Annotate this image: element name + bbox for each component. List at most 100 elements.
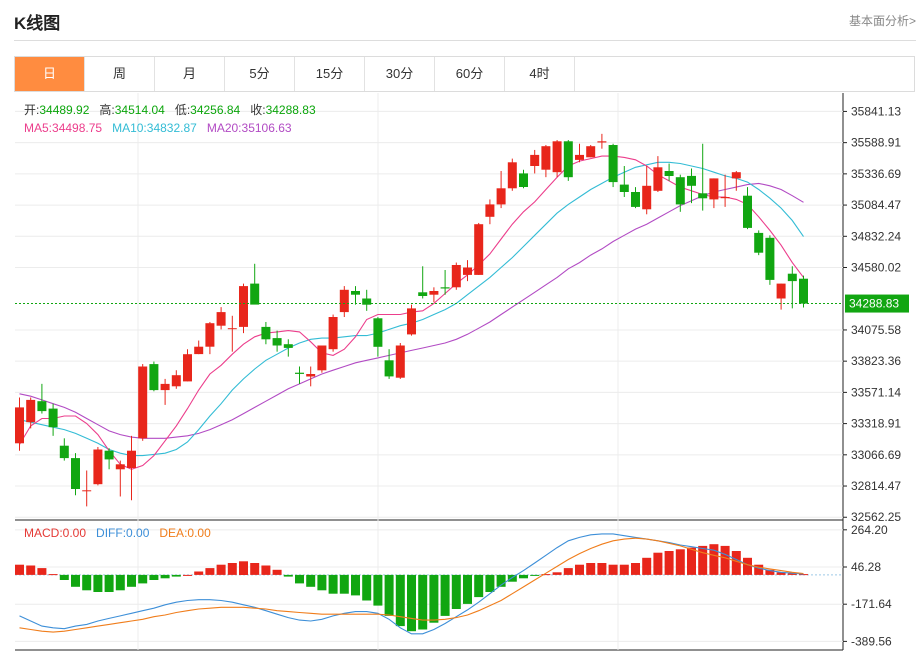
fundamental-analysis-link[interactable]: 基本面分析> (848, 14, 916, 28)
candle-body (283, 344, 293, 348)
y-tick-label: 33823.36 (851, 354, 901, 368)
macd-histogram-bar (306, 574, 316, 587)
candle-body (507, 162, 517, 189)
tab-30min[interactable]: 30分 (365, 57, 435, 91)
y-tick-label: 32562.25 (851, 510, 901, 524)
tab-month[interactable]: 月 (155, 57, 225, 91)
macd-histogram-bar (339, 574, 349, 594)
macd-histogram-bar (608, 564, 618, 575)
ma-legend: MA10:34832.87 (112, 121, 197, 135)
macd-histogram-bar (37, 568, 47, 575)
period-tabs: 日 周 月 5分 15分 30分 60分 4时 (14, 56, 915, 92)
macd-histogram-bar (731, 551, 741, 575)
candle-body (227, 328, 237, 330)
header-divider (14, 40, 916, 41)
candle-body (71, 458, 80, 489)
candle-body (216, 312, 226, 326)
macd-histogram-bar (653, 552, 663, 575)
macd-histogram-bar (675, 549, 685, 575)
candle-body (194, 346, 204, 355)
macd-histogram-bar (463, 574, 472, 604)
candle-body (687, 175, 696, 186)
macd-histogram-bar (765, 569, 775, 575)
macd-y-tick-label: -389.56 (851, 634, 892, 648)
candle-body (664, 171, 674, 176)
candle-body (239, 286, 248, 327)
macd-histogram-bar (239, 561, 248, 575)
tab-5min[interactable]: 5分 (225, 57, 295, 91)
macd-histogram-bar (127, 574, 136, 587)
macd-histogram-bar (362, 574, 372, 601)
candle-body (653, 167, 663, 191)
y-tick-label: 35588.91 (851, 136, 901, 150)
candle-body (15, 407, 24, 444)
macd-histogram-bar (709, 544, 719, 575)
candle-body (306, 374, 316, 377)
macd-histogram-bar (429, 574, 439, 623)
diff-line (19, 533, 804, 635)
y-tick-label: 35336.69 (851, 167, 901, 181)
candle-body (519, 173, 528, 187)
ohlc-legend: 低:34256.84 (175, 103, 241, 117)
candlestick-series (15, 133, 843, 507)
candle-body (395, 345, 405, 378)
candle-body (261, 326, 271, 340)
candle-body (160, 383, 170, 391)
candle-body (463, 267, 472, 275)
tab-15min[interactable]: 15分 (295, 57, 365, 91)
macd-histogram-bar (418, 574, 428, 630)
last-price-box (845, 294, 909, 313)
macd-y-tick-label: -171.64 (851, 597, 892, 611)
candle-body (799, 278, 808, 304)
macd-histogram-bar (138, 574, 148, 584)
y-tick-label: 32814.47 (851, 479, 901, 493)
candle-body (575, 154, 584, 160)
macd-histogram-bar (664, 551, 674, 575)
macd-histogram-bar (754, 564, 764, 575)
candle-body (563, 141, 573, 178)
macd-histogram-bar (71, 574, 80, 587)
macd-histogram-bar (631, 563, 640, 575)
candle-body (754, 232, 764, 253)
candle-body (418, 292, 428, 296)
macd-histogram-bar (687, 547, 696, 575)
ohlc-legend: 开:34489.92 (24, 103, 90, 117)
candle-body (731, 172, 741, 179)
macd-histogram-bar (395, 574, 405, 627)
macd-histogram-bar (205, 568, 215, 575)
candle-body (82, 490, 92, 492)
macd-y-tick-label: 46.28 (851, 560, 881, 574)
candle-body (709, 178, 719, 200)
macd-histogram-bar (541, 574, 551, 576)
macd-histogram-bar (530, 574, 540, 576)
candle-body (93, 449, 103, 485)
macd-histogram-bar (586, 563, 596, 575)
macd-histogram-bar (149, 574, 159, 580)
candle-body (104, 450, 114, 460)
tab-week[interactable]: 周 (85, 57, 155, 91)
ma-legend: MA5:34498.75 (24, 121, 102, 135)
macd-histogram-bar (519, 574, 528, 579)
macd-histogram-bar (250, 563, 260, 575)
macd-histogram-bar (619, 564, 629, 575)
macd-histogram-bar (575, 564, 584, 575)
macd-histogram-bar (194, 571, 204, 575)
candle-body (675, 177, 685, 205)
macd-histogram-bar (328, 574, 338, 594)
chart-grid (15, 93, 847, 651)
candle-body (474, 224, 484, 275)
tab-4hour[interactable]: 4时 (505, 57, 575, 91)
macd-histogram-bar (295, 574, 304, 584)
macd-histogram-bar (507, 574, 517, 582)
tab-60min[interactable]: 60分 (435, 57, 505, 91)
candle-body (149, 364, 159, 391)
candle-body (351, 291, 360, 295)
tab-day[interactable]: 日 (15, 57, 85, 91)
macd-histogram-bar (743, 557, 752, 575)
candle-body (328, 317, 338, 350)
chart-labels: 35841.13 35588.91 35336.69 35084.47 34832.24… (24, 102, 909, 648)
macd-histogram-bar (59, 574, 69, 580)
macd-histogram-bar (373, 574, 383, 606)
macd-histogram-bar (82, 574, 92, 591)
